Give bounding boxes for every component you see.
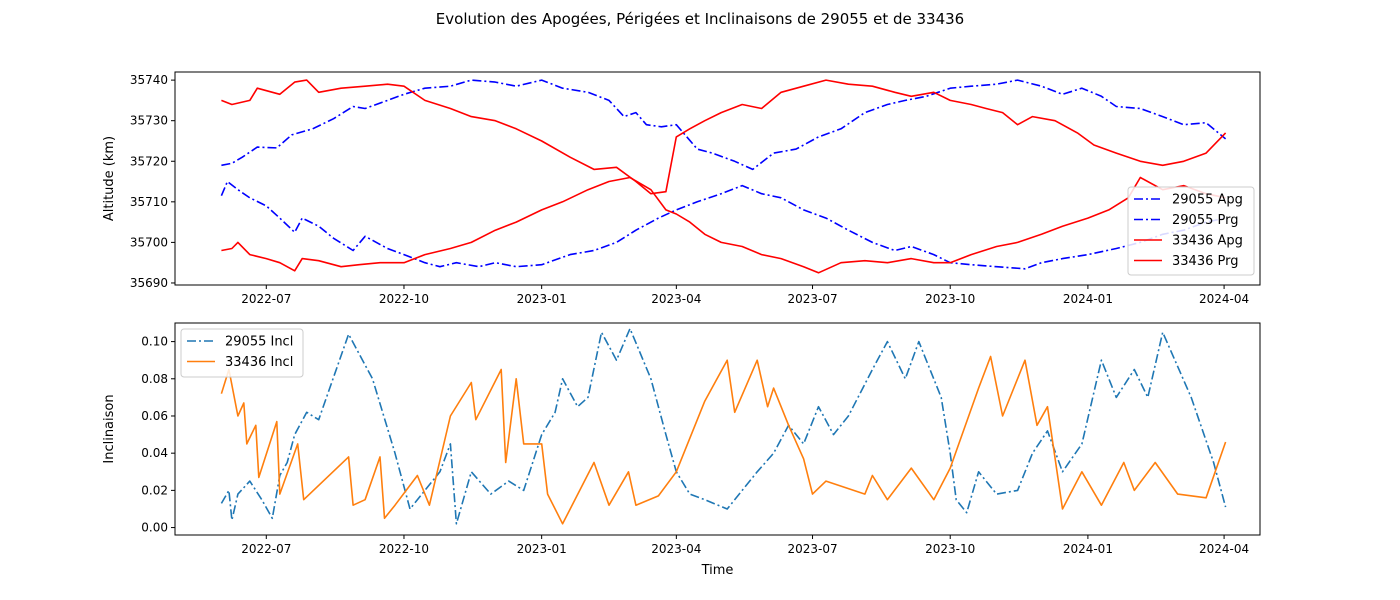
legend-label-29055-prg: 29055 Prg (1172, 213, 1238, 228)
x-tick-label: 2022-10 (379, 542, 429, 556)
legend: 29055 Apg 29055 Prg 33436 Apg 33436 Prg (1127, 186, 1255, 276)
y-tick-label: 0.06 (141, 409, 168, 423)
x-tick-label: 2023-01 (517, 542, 567, 556)
y-tick-label: 35740 (130, 73, 168, 87)
y-tick-label: 0.04 (141, 446, 168, 460)
x-tick-label: 2024-04 (1199, 292, 1249, 306)
series-line-29055-apg (221, 79, 1227, 171)
x-tick-label: 2024-01 (1063, 542, 1113, 556)
y-tick-label: 35710 (130, 195, 168, 209)
x-tick-label: 2023-01 (517, 292, 567, 306)
y-tick-label: 0.10 (141, 335, 168, 349)
x-tick-label: 2023-07 (787, 542, 837, 556)
x-tick-label: 2022-10 (379, 292, 429, 306)
plot-area (220, 79, 1227, 274)
y-tick-label: 35730 (130, 114, 168, 128)
y-axis-label: Inclinaison (102, 394, 117, 463)
x-tick-label: 2023-04 (651, 542, 701, 556)
legend-label-33436-apg: 33436 Apg (1172, 234, 1243, 249)
top-axes-altitude: 2022-07 2022-10 2023-01 2023-04 2023-07 2023-… (102, 71, 1261, 306)
x-tick-label: 2022-07 (241, 542, 291, 556)
x-tick-label: 2023-07 (787, 292, 837, 306)
y-tick-label: 0.08 (141, 372, 168, 386)
figure-title: Evolution des Apogées, Périgées et Incli… (436, 10, 964, 28)
legend-label-33436-prg: 33436 Prg (1172, 254, 1238, 269)
y-tick-label: 35700 (130, 235, 168, 249)
legend: 29055 Incl 33436 Incl (180, 328, 304, 378)
axes-frame (174, 71, 1261, 286)
plot-area (220, 327, 1227, 525)
legend-label-29055-apg: 29055 Apg (1172, 193, 1243, 208)
series-line-29055-prg (220, 180, 1226, 270)
y-axis-label: Altitude (km) (102, 136, 117, 221)
x-tick-label: 2023-10 (925, 542, 975, 556)
x-axis-label: Time (701, 563, 734, 578)
series-line-33436-apg (221, 79, 1227, 195)
y-tick-label: 35690 (130, 276, 168, 290)
x-tick-label: 2024-04 (1199, 542, 1249, 556)
series-line-29055-incl (220, 327, 1227, 525)
y-tick-label: 0.02 (141, 483, 168, 497)
x-tick-label: 2023-04 (651, 292, 701, 306)
y-tick-label: 35720 (130, 154, 168, 168)
legend-label-29055-incl: 29055 Incl (225, 335, 293, 350)
axes-frame (174, 322, 1261, 536)
bottom-axes-inclinaison: 2022-07 2022-10 2023-01 2023-04 2023-07 2023-… (102, 322, 1261, 578)
series-line-33436-incl (220, 355, 1227, 525)
y-tick-label: 0.00 (141, 521, 168, 535)
legend-label-33436-incl: 33436 Incl (225, 355, 293, 370)
series-line-33436-prg (221, 176, 1226, 274)
x-tick-label: 2022-07 (241, 292, 291, 306)
x-tick-label: 2024-01 (1063, 292, 1113, 306)
x-tick-label: 2023-10 (925, 292, 975, 306)
